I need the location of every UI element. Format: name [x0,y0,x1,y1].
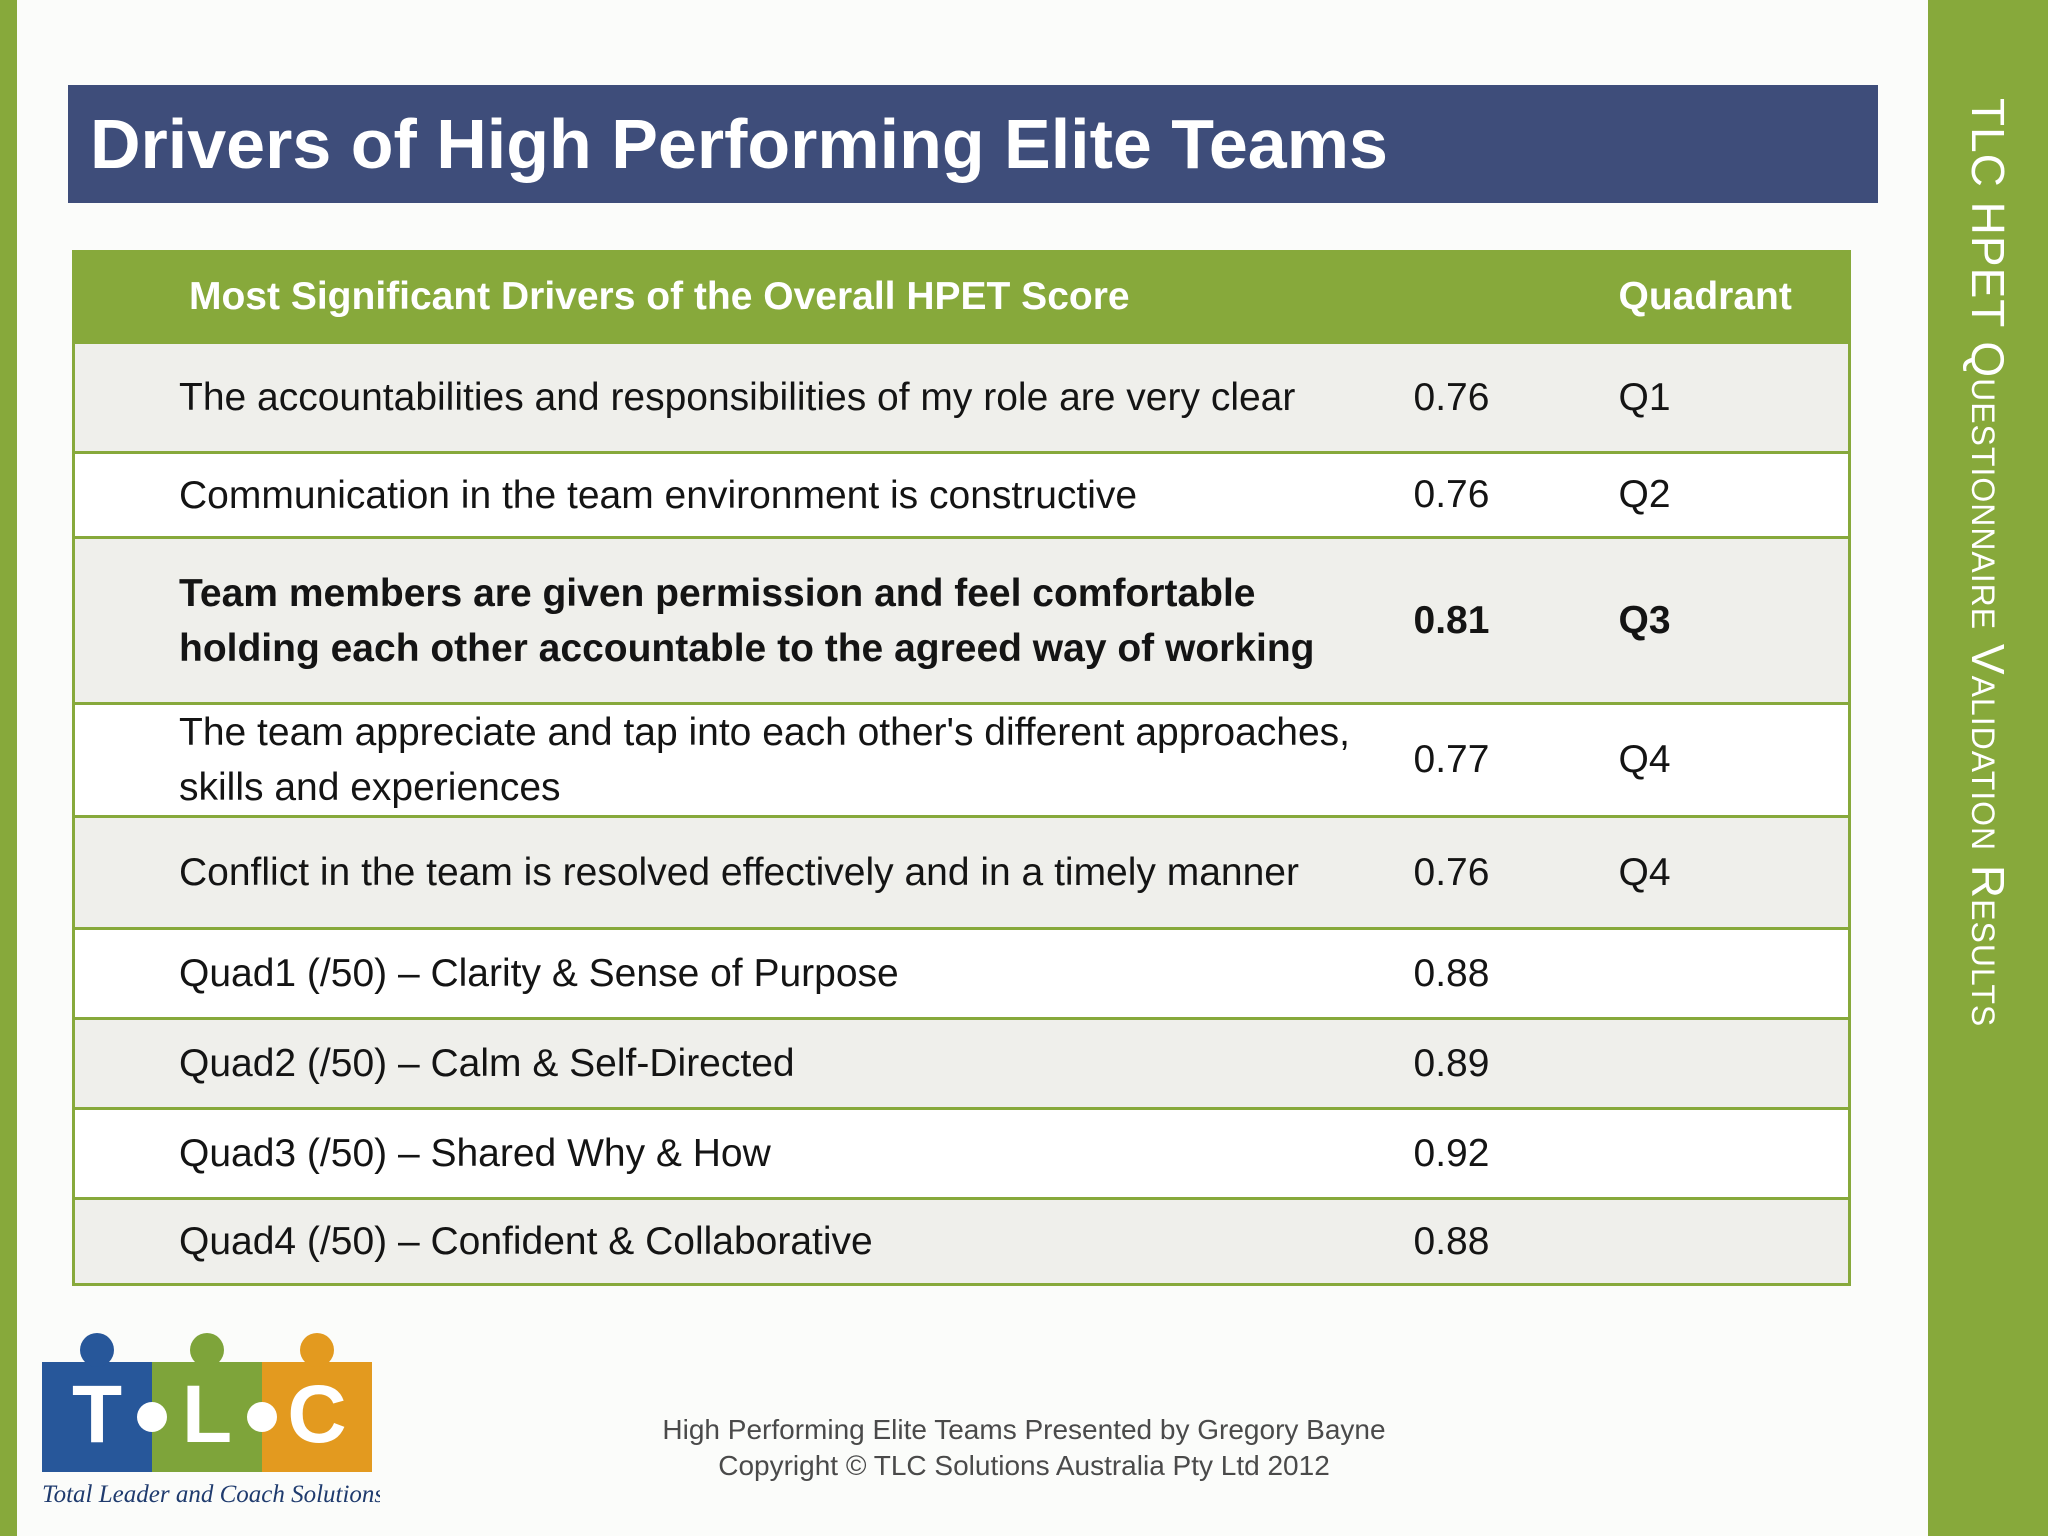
driver-cell: Conflict in the team is resolved effecti… [72,815,1414,930]
header-drivers: Most Significant Drivers of the Overall … [72,250,1414,344]
logo-knob-c [300,1333,334,1367]
footer: High Performing Elite Teams Presented by… [600,1412,1448,1484]
driver-cell: The team appreciate and tap into each ot… [72,702,1414,818]
logo-letter-c: C [287,1369,346,1460]
driver-cell: Quad2 (/50) – Calm & Self-Directed [72,1017,1414,1110]
drivers-table: Most Significant Drivers of the Overall … [72,250,1851,1286]
table-row: Communication in the team environment is… [72,451,1851,539]
score-cell: 0.76 [1413,815,1619,930]
logo-tagline: Total Leader and Coach Solutions [42,1481,380,1508]
footer-presenter: High Performing Elite Teams Presented by… [662,1414,1386,1445]
score-cell: 0.88 [1413,927,1619,1020]
quadrant-cell [1618,1017,1851,1110]
logo-piece-t [42,1362,152,1472]
quadrant-cell: Q3 [1618,536,1851,705]
driver-cell: Communication in the team environment is… [72,451,1414,539]
driver-cell: Quad4 (/50) – Confident & Collaborative [72,1197,1414,1286]
logo-joint [247,1402,277,1432]
driver-cell: Quad1 (/50) – Clarity & Sense of Purpose [72,927,1414,1020]
logo-piece-c [262,1362,372,1472]
quadrant-cell: Q4 [1618,702,1851,818]
quadrant-cell: Q1 [1618,341,1851,454]
header-score [1413,250,1619,344]
table-row: Quad3 (/50) – Shared Why & How 0.92 [72,1107,1851,1200]
score-cell: 0.92 [1413,1107,1619,1200]
quadrant-cell: Q2 [1618,451,1851,539]
tlc-logo: T L C Total Leader and Coach Solutions [42,1333,380,1508]
footer-copyright: Copyright © TLC Solutions Australia Pty … [718,1450,1330,1481]
score-cell: 0.88 [1413,1197,1619,1286]
table-row-highlighted: Team members are given permission and fe… [72,536,1851,705]
title-banner: Drivers of High Performing Elite Teams [68,85,1878,203]
quadrant-cell: Q4 [1618,815,1851,930]
logo-letter-t: T [72,1369,122,1460]
table-row: Quad4 (/50) – Confident & Collaborative … [72,1197,1851,1286]
table-header-row: Most Significant Drivers of the Overall … [72,250,1851,344]
quadrant-cell [1618,927,1851,1020]
driver-cell: The accountabilities and responsibilitie… [72,341,1414,454]
score-cell: 0.76 [1413,341,1619,454]
table-row: The team appreciate and tap into each ot… [72,702,1851,818]
table-row: Conflict in the team is resolved effecti… [72,815,1851,930]
page-title: Drivers of High Performing Elite Teams [90,105,1388,183]
table-row: Quad2 (/50) – Calm & Self-Directed 0.89 [72,1017,1851,1110]
table-row: The accountabilities and responsibilitie… [72,341,1851,454]
side-title: TLC HPET Questionnaire Validation Result… [1962,98,2014,1028]
quadrant-cell [1618,1197,1851,1286]
left-accent-strip [0,0,17,1536]
score-cell: 0.81 [1413,536,1619,705]
score-cell: 0.76 [1413,451,1619,539]
logo-letter-l: L [182,1369,232,1460]
header-quadrant: Quadrant [1618,250,1851,344]
logo-knob-l [190,1333,224,1367]
score-cell: 0.77 [1413,702,1619,818]
score-cell: 0.89 [1413,1017,1619,1110]
driver-cell: Quad3 (/50) – Shared Why & How [72,1107,1414,1200]
table-row: Quad1 (/50) – Clarity & Sense of Purpose… [72,927,1851,1020]
logo-joint [137,1402,167,1432]
driver-cell: Team members are given permission and fe… [72,536,1414,705]
logo-piece-l [152,1362,262,1472]
side-title-bar [1928,0,2048,1536]
logo-knob-t [80,1333,114,1367]
quadrant-cell [1618,1107,1851,1200]
